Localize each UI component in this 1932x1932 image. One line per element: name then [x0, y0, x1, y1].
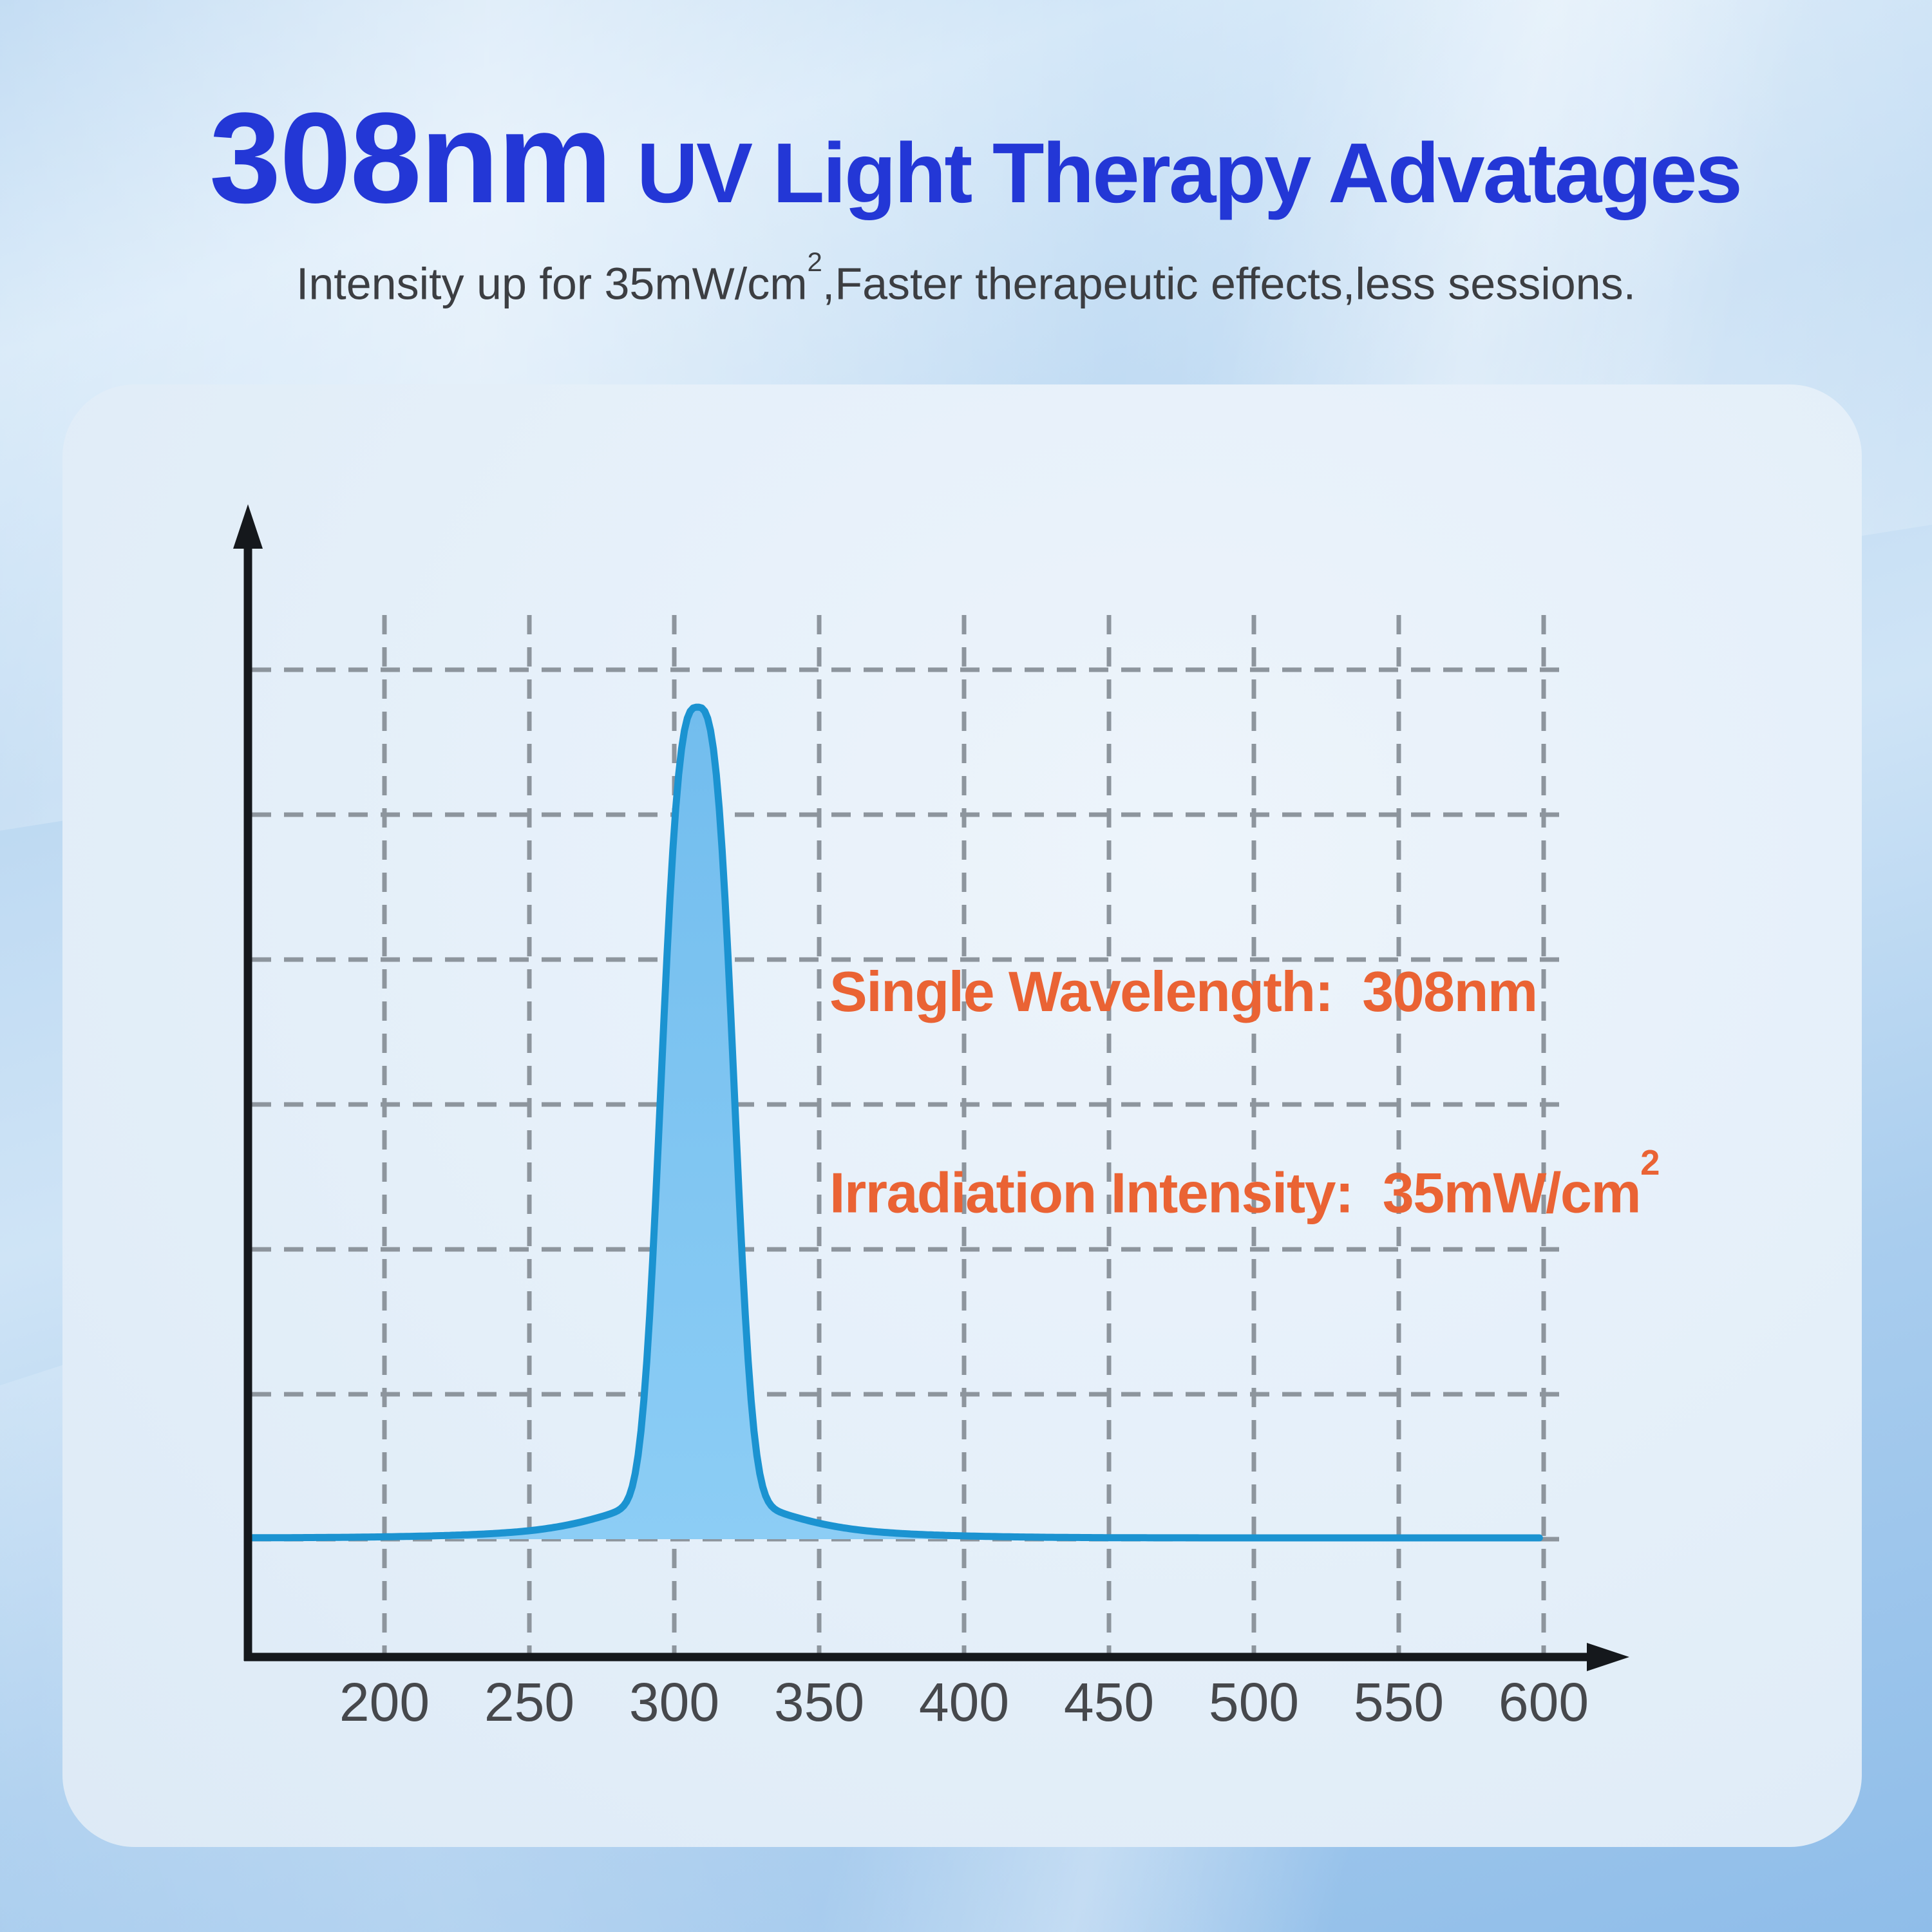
x-axis-tick-labels: 200 250 300 350 400 450 500 550 600 — [339, 1672, 1589, 1732]
page-title: 308nm UV Light Therapy Advatages — [209, 86, 1743, 230]
x-tick-label: 250 — [484, 1672, 574, 1732]
subtitle-superscript: 2 — [807, 247, 822, 278]
page-subtitle: Intensity up for 35mW/cm2,Faster therape… — [0, 249, 1932, 309]
x-tick-label: 200 — [339, 1672, 430, 1732]
x-tick-label: 500 — [1209, 1672, 1299, 1732]
annotation-superscript: 2 — [1640, 1142, 1660, 1182]
subtitle-text-suffix: ,Faster therapeutic effects,less session… — [822, 258, 1636, 309]
x-tick-label: 450 — [1064, 1672, 1154, 1732]
axes — [233, 504, 1629, 1671]
subtitle-text-prefix: Intensity up for 35mW/cm — [296, 258, 808, 309]
annotation-intensity: Irradiation Intensity: 35mW/cm2 — [829, 1143, 1660, 1225]
x-axis-arrow-icon — [1587, 1643, 1629, 1671]
annotation-intensity-text: Irradiation Intensity: 35mW/cm — [829, 1160, 1642, 1225]
x-tick-label: 350 — [774, 1672, 864, 1732]
x-tick-label: 400 — [919, 1672, 1009, 1732]
x-tick-label: 300 — [629, 1672, 719, 1732]
annotation-wavelength: Single Wavelength: 308nm — [829, 960, 1538, 1023]
y-axis-arrow-icon — [233, 504, 263, 549]
title-wavelength-highlight: 308nm — [209, 86, 612, 230]
x-tick-label: 550 — [1354, 1672, 1444, 1732]
title-rest: UV Light Therapy Advatages — [636, 126, 1743, 220]
x-tick-label: 600 — [1499, 1672, 1589, 1732]
chart-annotation: Single Wavelength: 308nm Irradiation Int… — [829, 834, 1660, 1350]
spectrum-curve — [249, 703, 1543, 1542]
